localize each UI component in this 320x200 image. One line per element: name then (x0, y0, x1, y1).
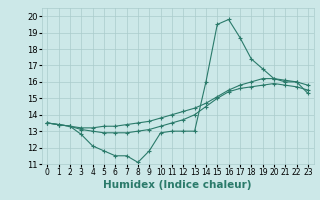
X-axis label: Humidex (Indice chaleur): Humidex (Indice chaleur) (103, 180, 252, 190)
